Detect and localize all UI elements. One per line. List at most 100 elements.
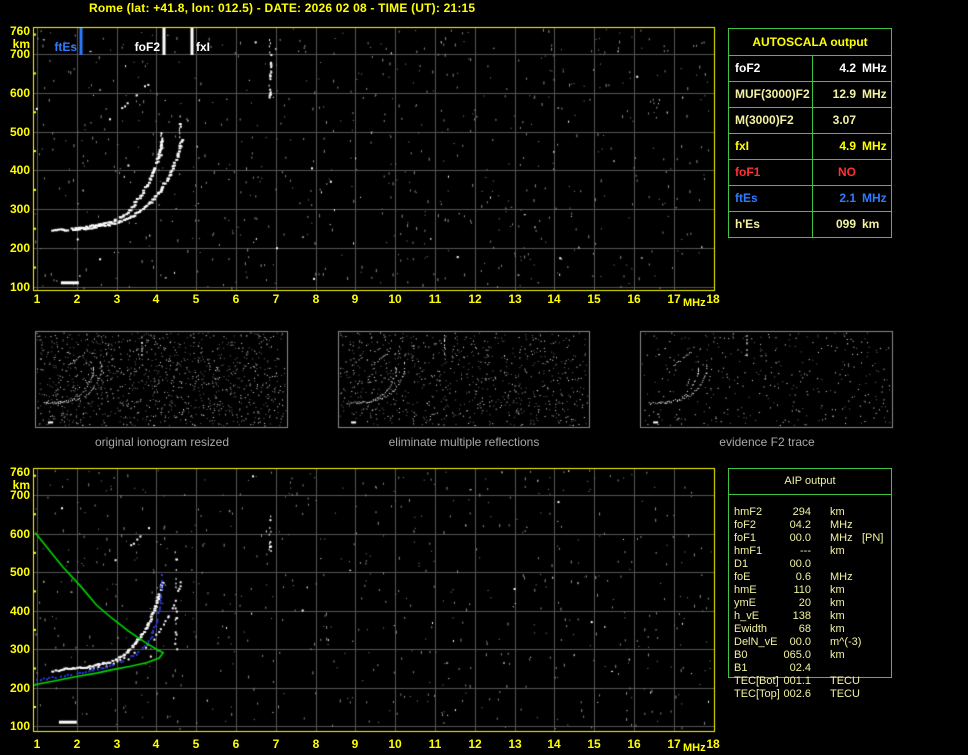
aip-row: ymE 20 km: [729, 597, 891, 610]
x-tick-label: 17: [667, 292, 681, 306]
aip-row: hmF1 --- km: [729, 545, 891, 558]
x-tick-label: 9: [351, 737, 359, 751]
aip-row: B0 065.0 km: [729, 649, 891, 662]
page-title: Rome (lat: +41.8, lon: 012.5) - DATE: 20…: [89, 1, 476, 15]
x-tick-label: 4: [152, 737, 160, 751]
y-tick-label: 600: [9, 527, 30, 541]
y-tick-label: 100: [9, 719, 30, 733]
aip-row: hmF2 294 km: [729, 506, 891, 519]
x-tick-label: 17: [667, 737, 681, 751]
x-tick-label: 12: [468, 737, 482, 751]
parameter-label: h'Es: [735, 217, 760, 231]
parameter-value: 00.0: [789, 532, 811, 544]
y-tick-label: 700: [9, 488, 30, 502]
parameter-unit: km: [830, 506, 845, 518]
parameter-value: ---: [800, 545, 811, 557]
x-tick-label: 3: [113, 737, 121, 751]
parameter-label: B1: [734, 662, 748, 674]
y-tick-label: 400: [9, 163, 30, 177]
parameter-unit: km: [862, 217, 880, 231]
parameter-label: foE: [734, 571, 751, 583]
aip-row: h_vE 138 km: [729, 610, 891, 623]
parameter-unit: TECU: [830, 675, 860, 687]
x-tick-label: 2: [73, 292, 81, 306]
x-tick-label: 13: [508, 292, 522, 306]
y-tick-label: 500: [9, 565, 30, 579]
y-tick-label: km: [12, 37, 30, 51]
parameter-value: 001.1: [783, 675, 811, 687]
parameter-unit: km: [830, 545, 845, 557]
x-tick-label: 8: [312, 292, 320, 306]
parameter-value: 294: [792, 506, 811, 518]
aip-output-table: AIP output hmF2 294 km foF2 04.2 MHz foF1 00.0 M…: [728, 468, 892, 700]
autoscala-row: MUF(3000)F2 12.9 MHz: [729, 82, 891, 108]
parameter-unit: MHz: [830, 532, 853, 544]
x-tick-label: 14: [547, 737, 561, 751]
parameter-unit: km: [830, 610, 845, 622]
parameter-label: M(3000)F2: [735, 113, 794, 127]
y-tick-label: 300: [9, 642, 30, 656]
aip-row: B1 02.4: [729, 662, 891, 675]
parameter-unit: MHz: [862, 61, 887, 75]
y-tick-label: 760: [9, 465, 30, 479]
parameter-label: DelN_vE: [734, 636, 778, 648]
parameter-unit: MHz: [830, 519, 853, 531]
parameter-value: 3.07: [832, 113, 856, 127]
parameter-label: hmF2: [734, 506, 763, 518]
y-tick-label: 200: [9, 241, 30, 255]
parameter-value: 00.0: [789, 636, 811, 648]
parameter-unit: MHz: [830, 571, 853, 583]
parameter-flag: [PN]: [862, 532, 884, 544]
parameter-value: 02.4: [789, 662, 811, 674]
aip-row: foF2 04.2 MHz: [729, 519, 891, 532]
parameter-value: 110: [793, 584, 811, 596]
parameter-value: 2.1: [839, 191, 856, 205]
aip-row: foF1 00.0 MHz [PN]: [729, 532, 891, 545]
parameter-label: MUF(3000)F2: [735, 87, 810, 101]
autoscala-row: foF1 NO: [729, 160, 891, 186]
parameter-label: h_vE: [734, 610, 760, 622]
y-tick-label: km: [12, 478, 30, 492]
parameter-unit: m^(-3): [830, 636, 862, 648]
x-tick-label: 4: [152, 292, 160, 306]
x-tick-label: 5: [192, 292, 200, 306]
parameter-label: Ewidth: [734, 623, 768, 635]
x-tick-label: 10: [388, 292, 402, 306]
y-tick-label: 700: [9, 47, 30, 61]
y-tick-label: 100: [9, 280, 30, 294]
x-tick-label: 16: [627, 737, 641, 751]
autoscala-table-title: AUTOSCALA output: [729, 29, 891, 56]
aip-row: D1 00.0: [729, 558, 891, 571]
parameter-unit: MHz: [862, 191, 887, 205]
parameter-label: ymE: [734, 597, 756, 609]
thumbnail-caption: original ionogram resized: [94, 435, 230, 449]
parameter-label: foF2: [734, 519, 757, 531]
x-tick-label: 7: [272, 737, 280, 751]
parameter-value: 4.2: [839, 61, 856, 75]
parameter-unit: km: [830, 584, 845, 596]
parameter-value: 0.6: [795, 571, 811, 583]
marker-label-ftes: ftEs: [54, 40, 77, 54]
parameter-value: 099: [835, 217, 856, 231]
parameter-value: 065.0: [783, 649, 811, 661]
y-tick-label: 500: [9, 125, 30, 139]
parameter-label: B0: [734, 649, 748, 661]
parameter-label: foF1: [734, 532, 757, 544]
autoscala-output-table: AUTOSCALA output foF2 4.2 MHz MUF(3000)F2 12…: [728, 28, 892, 238]
x-tick-label: 15: [587, 292, 601, 306]
x-axis-unit-label: MHz: [683, 297, 706, 309]
x-tick-label: 15: [587, 737, 601, 751]
parameter-label: D1: [734, 558, 749, 570]
x-tick-label: 5: [192, 737, 200, 751]
x-tick-label: 18: [706, 737, 720, 751]
x-tick-label: 1: [33, 292, 41, 306]
x-tick-label: 18: [706, 292, 720, 306]
x-axis-unit-label: MHz: [683, 742, 706, 754]
x-tick-label: 12: [468, 292, 482, 306]
marker-label-fxi: fxI: [196, 40, 211, 54]
autoscala-row: fxI 4.9 MHz: [729, 134, 891, 160]
parameter-unit: km: [830, 623, 845, 635]
aip-row: DelN_vE 00.0 m^(-3): [729, 636, 891, 649]
